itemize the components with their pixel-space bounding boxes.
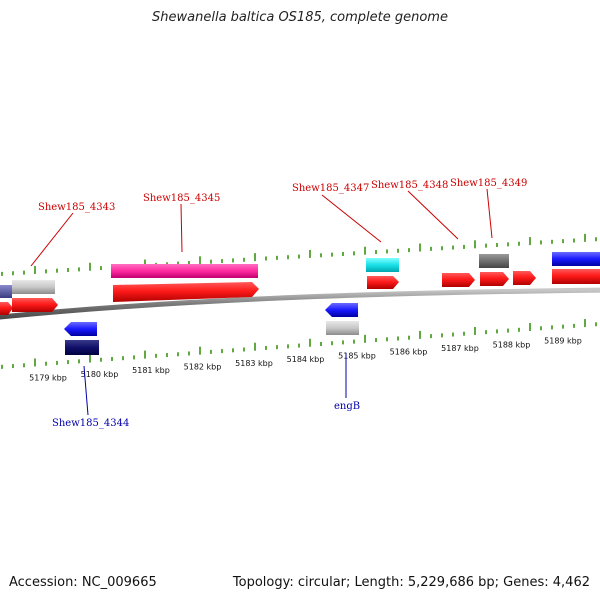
leader-shew185-4344	[83, 365, 89, 416]
scale-tick-label: 5179 kbp	[29, 374, 67, 383]
gene-feature-shew185-4345[interactable]	[111, 264, 258, 278]
gene-arrow-4[interactable]	[552, 269, 600, 284]
genome-title: Shewanella baltica OS185, complete genom…	[152, 10, 448, 25]
scale-tick-label: 5183 kbp	[235, 359, 273, 368]
gene-feature-engb[interactable]	[326, 321, 359, 335]
label-leader-lines	[30, 188, 493, 416]
scale-tick-label: 5187 kbp	[441, 344, 479, 353]
scale-tick-label: 5185 kbp	[338, 351, 376, 360]
label-engb[interactable]: engB	[334, 401, 360, 412]
gene-feature-shew185-4349[interactable]	[479, 254, 509, 268]
label-shew185-4345[interactable]: Shew185_4345	[143, 193, 220, 204]
gene-arrow-shew185-4348[interactable]	[442, 273, 475, 287]
reverse-features	[64, 303, 359, 355]
lower-tick-row	[1, 319, 597, 369]
gene-arrow-3[interactable]	[513, 271, 536, 285]
gene-arrow-engb[interactable]	[325, 303, 358, 317]
leader-shew185-4348	[407, 190, 459, 240]
label-shew185-4343[interactable]: Shew185_4343	[38, 202, 115, 213]
gene-arrow-1[interactable]	[0, 302, 13, 315]
scale-tick-label: 5182 kbp	[184, 362, 222, 371]
forward-outer-features	[0, 252, 600, 298]
gene-arrow-shew185-4349[interactable]	[480, 272, 509, 286]
label-shew185-4347[interactable]: Shew185_4347	[292, 183, 369, 194]
leader-shew185-4347	[321, 194, 382, 243]
scale-tick-labels: 5179 kbp 5180 kbp 5181 kbp 5182 kbp 5183 kbp…	[29, 337, 582, 383]
gene-feature-blue[interactable]	[552, 252, 600, 266]
gene-feature-shew185-4347[interactable]	[366, 258, 399, 272]
label-shew185-4349[interactable]: Shew185_4349	[450, 178, 527, 189]
gene-arrow-shew185-4345[interactable]	[113, 282, 259, 302]
leader-shew185-4343	[30, 212, 74, 267]
gene-feature-grey[interactable]	[12, 280, 55, 294]
scale-tick-label: 5188 kbp	[493, 340, 531, 349]
gene-arrow-shew185-4347[interactable]	[367, 276, 399, 289]
leader-shew185-4349	[486, 188, 493, 239]
gene-arrow-shew185-4344[interactable]	[64, 322, 97, 336]
forward-inner-features	[0, 269, 600, 315]
genome-summary-text: Topology: circular; Length: 5,229,686 bp…	[232, 575, 590, 590]
scale-tick-label: 5181 kbp	[132, 366, 170, 375]
scale-tick-label: 5186 kbp	[390, 348, 428, 357]
scale-tick-label: 5180 kbp	[81, 370, 119, 379]
leader-shew185-4345	[180, 203, 183, 253]
gene-labels: Shew185_4343 Shew185_4345 Shew185_4347 S…	[38, 178, 527, 429]
gene-arrow-2[interactable]	[12, 298, 58, 312]
accession-text: Accession: NC_009665	[9, 575, 157, 590]
scale-tick-label: 5189 kbp	[544, 337, 582, 346]
gene-feature-slate[interactable]	[0, 285, 12, 298]
genome-backbone	[0, 287, 600, 320]
scale-tick-label: 5184 kbp	[287, 355, 325, 364]
gene-feature-shew185-4344[interactable]	[65, 340, 99, 355]
label-shew185-4344[interactable]: Shew185_4344	[52, 418, 129, 429]
label-shew185-4348[interactable]: Shew185_4348	[371, 180, 448, 191]
